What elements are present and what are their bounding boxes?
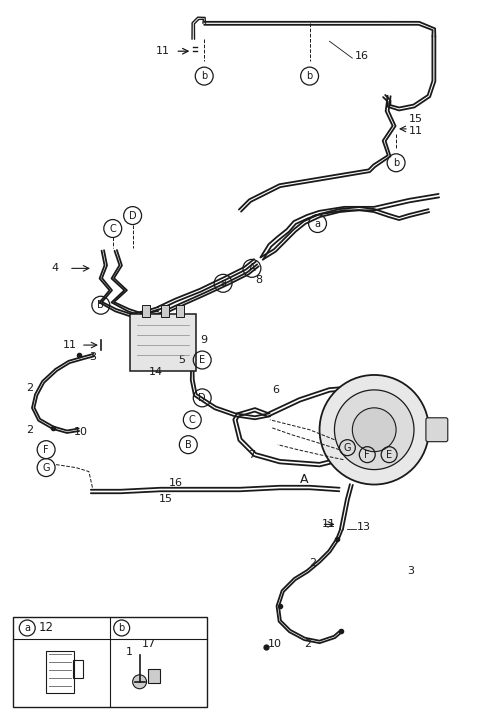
Text: a: a	[314, 218, 321, 228]
Text: a: a	[24, 623, 30, 633]
Text: 3: 3	[407, 566, 414, 576]
FancyBboxPatch shape	[130, 314, 196, 371]
Text: B: B	[97, 300, 104, 310]
Text: 7: 7	[248, 450, 255, 460]
Text: a: a	[220, 278, 226, 289]
FancyBboxPatch shape	[147, 669, 160, 683]
FancyBboxPatch shape	[13, 617, 207, 707]
Text: A: A	[249, 263, 255, 273]
Text: 10: 10	[268, 639, 282, 649]
Text: C: C	[109, 223, 116, 233]
Text: b: b	[306, 71, 312, 81]
Text: 10: 10	[74, 427, 88, 436]
Text: 15: 15	[409, 114, 423, 124]
Text: D: D	[198, 393, 206, 403]
Text: 6: 6	[272, 385, 279, 395]
Text: 16: 16	[168, 478, 182, 487]
Text: 15: 15	[158, 494, 172, 505]
Circle shape	[335, 390, 414, 470]
Text: E: E	[199, 355, 205, 365]
Text: G: G	[42, 463, 50, 473]
Circle shape	[352, 408, 396, 452]
Text: 17: 17	[142, 639, 156, 649]
Text: A: A	[300, 473, 308, 486]
Text: b: b	[393, 158, 399, 167]
FancyBboxPatch shape	[161, 305, 169, 317]
Circle shape	[132, 675, 146, 689]
Text: b: b	[119, 623, 125, 633]
Text: D: D	[129, 210, 136, 220]
Text: 4: 4	[51, 263, 58, 273]
Circle shape	[320, 375, 429, 484]
Text: 2: 2	[26, 383, 34, 393]
Text: F: F	[364, 450, 370, 460]
Text: 11: 11	[409, 126, 423, 136]
Text: C: C	[189, 415, 196, 425]
Text: 14: 14	[148, 367, 163, 377]
Text: B: B	[185, 439, 192, 450]
Text: 16: 16	[354, 51, 368, 61]
FancyBboxPatch shape	[426, 418, 448, 442]
Text: 11: 11	[322, 519, 336, 529]
Text: 9: 9	[200, 335, 207, 345]
Text: E: E	[386, 450, 392, 460]
FancyBboxPatch shape	[176, 305, 184, 317]
Text: 2: 2	[305, 639, 312, 649]
Text: 11: 11	[156, 46, 169, 57]
Text: 11: 11	[63, 340, 77, 350]
Text: b: b	[201, 71, 207, 81]
Text: 3: 3	[89, 352, 96, 362]
Text: 12: 12	[39, 621, 54, 634]
FancyBboxPatch shape	[142, 305, 150, 317]
Text: F: F	[43, 444, 49, 455]
Text: 5: 5	[179, 355, 185, 365]
Text: 8: 8	[255, 276, 262, 286]
Text: 13: 13	[357, 523, 372, 532]
Text: 2: 2	[310, 558, 317, 568]
Text: 2: 2	[26, 425, 34, 435]
Text: 1: 1	[126, 647, 132, 657]
Text: G: G	[344, 443, 351, 452]
